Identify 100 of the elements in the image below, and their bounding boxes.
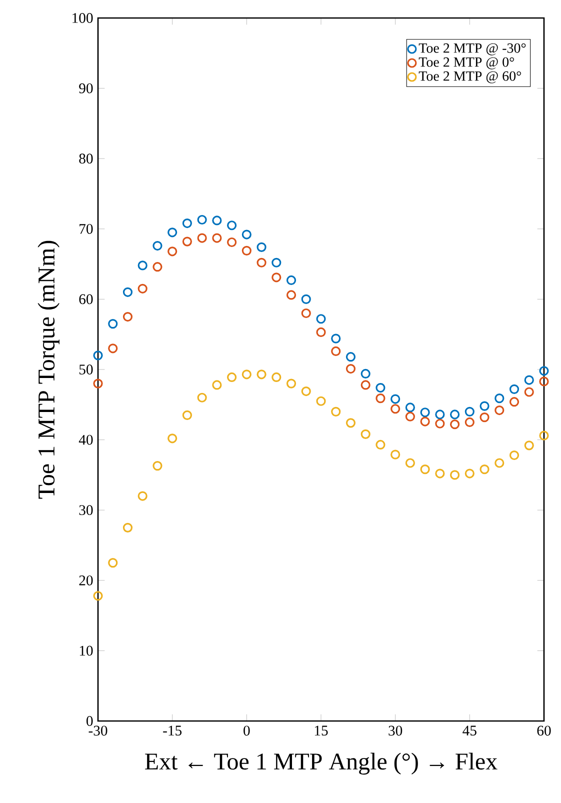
point [256, 242, 266, 252]
point [242, 230, 252, 240]
point [405, 402, 415, 412]
point [494, 458, 504, 468]
point [346, 418, 356, 428]
point [168, 228, 178, 238]
point [108, 344, 118, 354]
point [138, 284, 148, 294]
x-tick-label: 0 [244, 726, 250, 736]
point [376, 394, 386, 404]
point [450, 420, 460, 430]
point [122, 522, 133, 532]
x-tick-label: 60 [537, 726, 551, 736]
point [464, 406, 474, 416]
point [435, 418, 445, 428]
legend-label: Toe 2 MTP @ 0° [418, 57, 514, 70]
point [212, 233, 222, 243]
point [405, 412, 415, 422]
y-tick-label: 40 [78, 434, 93, 445]
point [212, 216, 222, 226]
point [524, 387, 534, 397]
point [212, 380, 222, 390]
legend-label: Toe 2 MTP @ -30° [418, 43, 526, 56]
point [435, 468, 445, 478]
point [539, 376, 549, 386]
point [376, 382, 386, 393]
point [316, 327, 326, 338]
y-tick-label: 30 [79, 505, 93, 516]
y-tick-label: 0 [86, 716, 93, 726]
point [168, 246, 178, 256]
y-tick-label: 70 [80, 224, 93, 234]
point [242, 370, 252, 380]
point [197, 233, 207, 243]
y-axis-title: Toe 1 MTP Torque (mNm) [38, 240, 60, 499]
point [331, 406, 341, 416]
point [524, 375, 534, 385]
point [227, 237, 237, 248]
point [242, 246, 252, 256]
point [197, 392, 207, 402]
point [122, 287, 133, 297]
point [316, 314, 326, 324]
point [376, 440, 386, 450]
x-tick-label: 45 [462, 726, 476, 736]
point [286, 290, 296, 300]
point [316, 396, 326, 406]
y-tick-label: 60 [79, 294, 93, 304]
point [480, 412, 490, 422]
point [93, 378, 103, 388]
x-tick-label: -15 [163, 726, 182, 736]
point [197, 214, 207, 225]
point [420, 408, 430, 418]
y-tick-label: 10 [80, 646, 93, 656]
point [509, 397, 520, 407]
point [464, 468, 474, 478]
point [360, 429, 370, 439]
y-tick-label: 50 [79, 364, 93, 374]
point [182, 410, 192, 420]
y-tick-label: 80 [79, 154, 93, 164]
point [272, 258, 282, 268]
point [301, 294, 311, 304]
point [168, 434, 178, 444]
point [152, 262, 162, 272]
point [346, 352, 356, 362]
point [420, 416, 430, 426]
legend-label: Toe 2 MTP @ 60° [418, 71, 521, 84]
point [494, 394, 504, 404]
point [301, 308, 311, 318]
point [182, 218, 192, 228]
point [256, 258, 266, 268]
point [301, 386, 311, 396]
point [182, 236, 192, 246]
point [509, 450, 520, 460]
y-tick-label: 90 [79, 83, 93, 94]
x-tick-label: -30 [88, 726, 108, 736]
point [272, 272, 282, 282]
point [331, 346, 341, 356]
point [256, 370, 266, 380]
y-tick-label: 100 [72, 13, 93, 23]
point [435, 410, 445, 420]
point [390, 394, 400, 404]
point [390, 404, 400, 414]
point [108, 558, 118, 568]
x-tick-label: 30 [388, 726, 402, 736]
point [480, 464, 490, 474]
point [420, 464, 430, 474]
point [539, 430, 549, 440]
point [390, 450, 400, 460]
point [152, 240, 162, 251]
point [122, 312, 133, 322]
point [539, 366, 549, 376]
point [272, 372, 282, 382]
y-tick-label: 20 [79, 575, 93, 586]
point [464, 417, 474, 428]
point [480, 401, 490, 411]
x-axis-title: Ext ← Toe 1 MTP Angle (°) → Flex [145, 752, 498, 775]
point [227, 372, 237, 382]
point [138, 260, 148, 270]
point [346, 364, 356, 374]
point [286, 275, 296, 286]
point [360, 380, 370, 390]
